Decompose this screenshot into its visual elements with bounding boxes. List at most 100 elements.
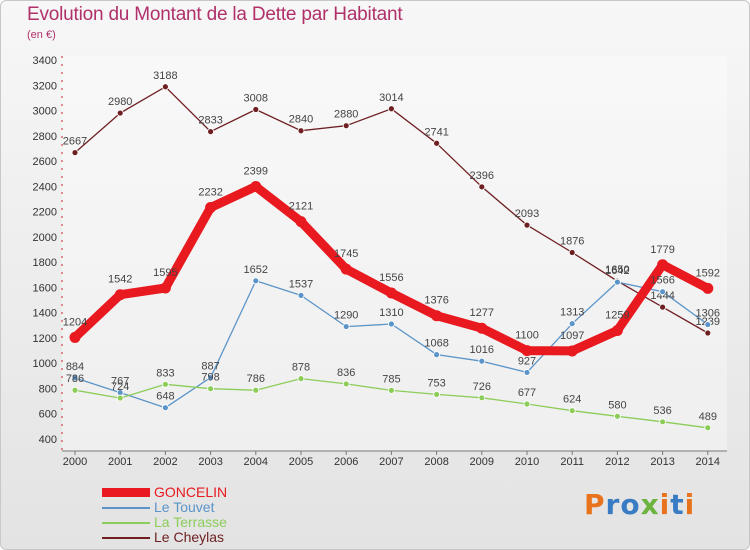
data-point-le-cheylas — [568, 249, 576, 256]
data-point-le-cheylas — [387, 105, 395, 113]
data-label-la-terrasse: 785 — [382, 373, 400, 385]
data-label-le-touvet: 1068 — [424, 338, 448, 350]
data-point-le-cheylas — [704, 329, 712, 337]
y-tick-label: 3000 — [33, 106, 57, 118]
data-point-le-touvet — [523, 369, 531, 376]
x-tick-label: 2006 — [334, 456, 358, 468]
legend-label-goncelin: GONCELIN — [154, 484, 228, 500]
y-tick-label: 2800 — [33, 131, 57, 143]
data-point-le-touvet — [387, 320, 395, 328]
data-label-le-cheylas: 2980 — [108, 96, 132, 108]
data-label-la-terrasse: 624 — [563, 394, 581, 406]
legend-label-le-cheylas: Le Cheylas — [154, 529, 225, 545]
data-point-le-touvet — [478, 357, 486, 365]
y-tick-label: 400 — [39, 434, 57, 446]
x-tick-label: 2009 — [470, 456, 494, 468]
data-point-le-cheylas — [342, 122, 350, 130]
data-point-le-cheylas — [433, 139, 441, 147]
data-label-la-terrasse: 677 — [518, 387, 536, 399]
data-label-le-cheylas: 2833 — [198, 115, 222, 127]
data-label-le-touvet: 648 — [156, 391, 174, 403]
x-tick-label: 2004 — [244, 456, 268, 468]
data-label-le-cheylas: 1444 — [650, 290, 674, 302]
x-tick-label: 2000 — [63, 456, 87, 468]
data-label-le-touvet: 1310 — [379, 307, 403, 319]
data-label-goncelin: 1556 — [379, 272, 403, 284]
x-tick-label: 2013 — [650, 456, 674, 468]
x-tick-label: 2008 — [424, 456, 448, 468]
y-tick-label: 1600 — [33, 282, 57, 294]
data-label-le-touvet: 927 — [518, 355, 536, 367]
x-tick-label: 2005 — [289, 456, 313, 468]
data-point-goncelin — [657, 259, 669, 271]
data-point-la-terrasse — [523, 400, 531, 408]
data-label-goncelin: 1277 — [470, 307, 494, 319]
legend-swatch-le-cheylas — [102, 537, 150, 539]
data-label-le-cheylas: 3188 — [153, 70, 177, 82]
data-label-le-touvet: 1306 — [696, 308, 720, 320]
chart-subtitle: (en €) — [27, 29, 56, 41]
data-label-le-touvet: 1313 — [560, 307, 584, 319]
y-tick-label: 1800 — [33, 257, 57, 269]
data-label-la-terrasse: 489 — [699, 411, 717, 423]
data-label-le-touvet: 1016 — [470, 344, 494, 356]
x-tick-label: 2014 — [696, 456, 720, 468]
data-point-la-terrasse — [659, 418, 666, 426]
data-point-le-touvet — [161, 404, 169, 412]
data-label-le-touvet: 1290 — [334, 310, 358, 322]
data-label-le-cheylas: 3014 — [379, 92, 403, 104]
data-label-la-terrasse: 786 — [247, 373, 265, 385]
data-label-la-terrasse: 878 — [292, 362, 310, 374]
logo-letter: i — [684, 488, 696, 521]
data-point-goncelin — [159, 282, 171, 294]
data-point-la-terrasse — [116, 394, 124, 402]
data-point-la-terrasse — [297, 375, 305, 383]
logo-letter: r — [605, 488, 621, 521]
data-point-le-cheylas — [161, 83, 169, 91]
data-point-le-cheylas — [71, 149, 79, 157]
data-point-goncelin — [431, 310, 443, 322]
data-point-le-cheylas — [478, 183, 486, 191]
data-label-la-terrasse: 726 — [473, 381, 491, 393]
data-point-la-terrasse — [161, 380, 169, 388]
legend-label-la-terrasse: La Terrasse — [154, 514, 227, 530]
data-point-la-terrasse — [433, 391, 441, 398]
data-point-goncelin — [295, 216, 307, 228]
data-point-la-terrasse — [207, 385, 215, 393]
x-tick-label: 2010 — [515, 456, 539, 468]
data-point-le-touvet — [252, 277, 260, 285]
data-point-le-cheylas — [207, 128, 215, 136]
data-label-la-terrasse: 753 — [427, 377, 445, 389]
data-point-goncelin — [205, 202, 217, 214]
data-point-la-terrasse — [387, 386, 395, 394]
y-tick-label: 2600 — [33, 156, 57, 168]
data-label-goncelin: 1376 — [424, 295, 448, 307]
data-point-goncelin — [566, 345, 578, 357]
data-point-la-terrasse — [614, 412, 621, 420]
data-point-la-terrasse — [252, 386, 260, 394]
data-label-le-touvet: 1642 — [605, 265, 629, 277]
x-tick-label: 2007 — [379, 456, 403, 468]
data-point-le-touvet — [297, 291, 305, 299]
y-tick-label: 1400 — [33, 308, 57, 320]
y-tick-label: 1000 — [33, 358, 57, 370]
data-label-le-cheylas: 1650 — [605, 264, 629, 276]
data-label-le-cheylas: 2840 — [289, 114, 313, 126]
data-label-le-cheylas: 2396 — [470, 170, 494, 182]
data-label-goncelin: 1100 — [515, 330, 539, 342]
data-label-la-terrasse: 580 — [608, 399, 626, 411]
data-point-goncelin — [385, 287, 397, 299]
y-tick-label: 600 — [39, 409, 57, 421]
y-tick-label: 2400 — [33, 181, 57, 193]
data-label-la-terrasse: 786 — [66, 373, 84, 385]
legend-label-le-touvet: Le Touvet — [154, 499, 215, 515]
data-label-le-touvet: 884 — [66, 361, 84, 373]
data-label-goncelin: 1779 — [650, 244, 674, 256]
x-tick-label: 2002 — [153, 456, 177, 468]
data-point-le-cheylas — [252, 106, 260, 113]
y-tick-label: 2000 — [33, 232, 57, 244]
data-point-le-touvet — [568, 320, 576, 328]
data-label-goncelin: 1204 — [63, 316, 87, 328]
data-point-goncelin — [476, 322, 488, 334]
